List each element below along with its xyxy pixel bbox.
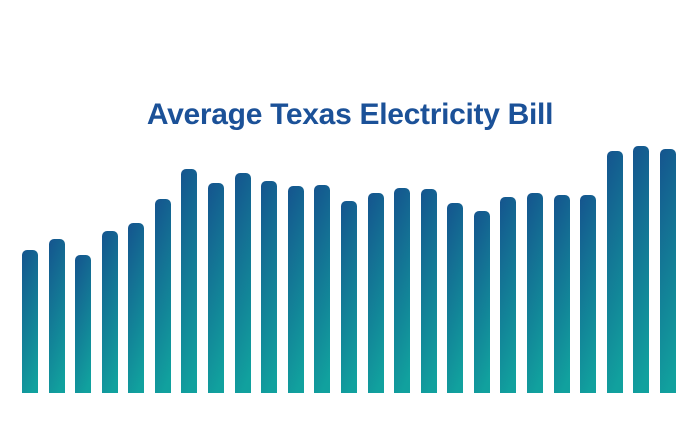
bar-14 <box>367 193 384 393</box>
bar-5 <box>128 223 145 393</box>
bar-13 <box>340 201 357 393</box>
bar-15 <box>394 188 411 393</box>
bar-6 <box>154 199 171 393</box>
bar-20 <box>527 193 544 393</box>
bar-23 <box>606 151 623 393</box>
bar-22 <box>580 195 597 393</box>
bar-18 <box>473 211 490 393</box>
chart-title: Average Texas Electricity Bill <box>146 98 554 131</box>
bar-19 <box>500 197 517 393</box>
bar-8 <box>208 183 225 393</box>
bar-9 <box>234 173 251 393</box>
bar-7 <box>181 169 198 393</box>
bar-21 <box>553 195 570 393</box>
bar-16 <box>420 189 437 393</box>
bar-1 <box>22 250 38 393</box>
bar-4 <box>101 231 118 393</box>
bar-12 <box>314 185 331 393</box>
bar-3 <box>75 255 92 393</box>
bar-10 <box>261 181 278 393</box>
bar-11 <box>287 186 304 393</box>
bar-25 <box>659 149 676 393</box>
bar-24 <box>633 146 650 393</box>
bar-2 <box>48 239 65 393</box>
bar-17 <box>447 203 464 393</box>
